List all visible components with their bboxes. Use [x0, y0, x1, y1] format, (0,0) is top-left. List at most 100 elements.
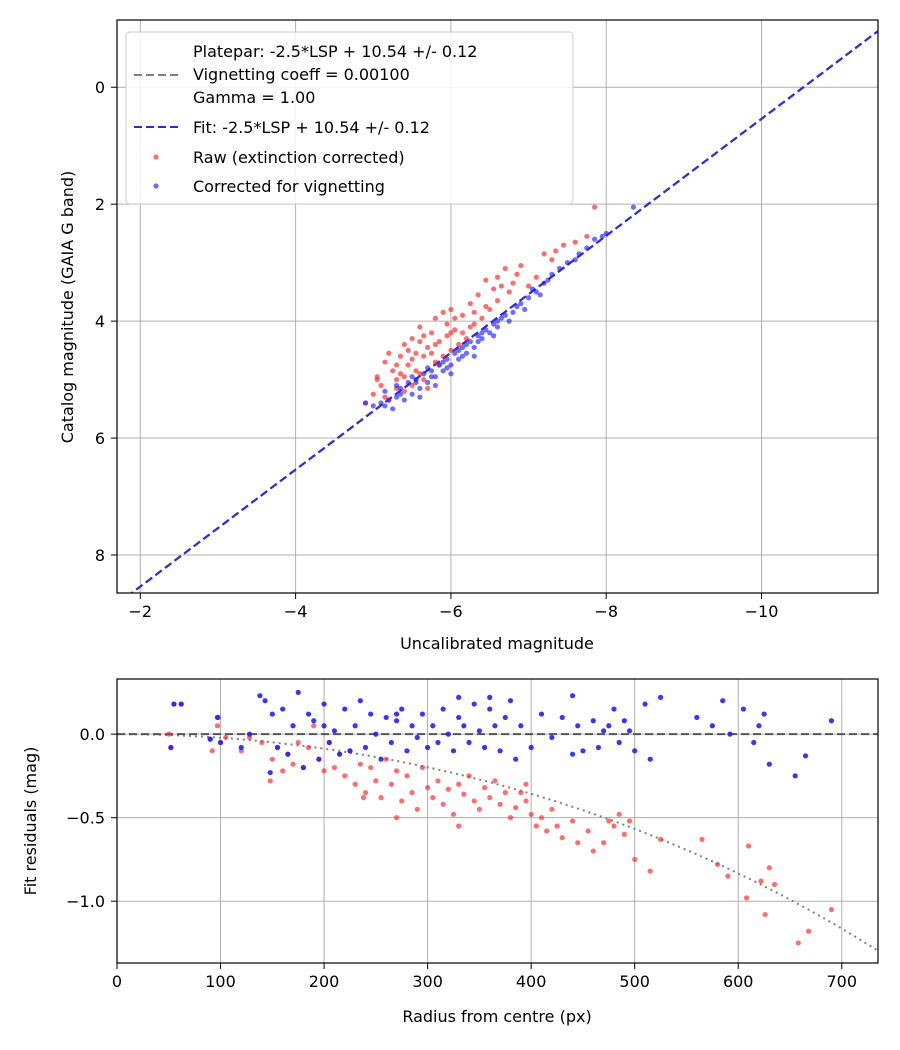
corrected-residual-point — [383, 714, 389, 721]
raw-point — [409, 356, 415, 362]
raw-point — [413, 368, 419, 374]
legend-vignetting-label: Vignetting coeff = 0.00100 — [193, 65, 410, 84]
raw-residual-point — [476, 806, 482, 812]
raw-residual-point — [399, 798, 405, 804]
top-y-tick-label: 2 — [95, 195, 105, 214]
corrected-residual-point — [569, 693, 576, 699]
bottom-chart: 0 100 200 300 400 500 600 700 0.0 −0.5 −1.0 Radius… — [21, 678, 879, 1026]
top-x-tick-label: −4 — [284, 602, 308, 621]
raw-residual-point — [269, 756, 275, 762]
raw-residual-point — [425, 784, 431, 791]
corrected-point — [522, 306, 528, 313]
corrected-point — [591, 236, 598, 242]
corrected-point — [557, 265, 563, 272]
corrected-residual-point — [347, 748, 353, 754]
raw-point — [475, 292, 481, 298]
corrected-residual-point — [342, 706, 348, 712]
raw-residual-point — [393, 815, 400, 821]
raw-residual-point — [419, 764, 426, 771]
corrected-point — [630, 204, 636, 210]
corrected-point — [541, 280, 547, 286]
raw-residual-point — [342, 773, 348, 779]
corrected-residual-point — [178, 701, 184, 707]
raw-point — [409, 382, 415, 389]
raw-point — [506, 289, 512, 295]
corrected-residual-point — [481, 744, 488, 751]
raw-residual-point — [513, 805, 519, 811]
corrected-residual-point — [300, 764, 306, 771]
corrected-residual-point — [388, 739, 394, 746]
corrected-point — [456, 356, 462, 362]
raw-residual-point — [743, 895, 750, 901]
corrected-residual-point — [285, 751, 291, 757]
top-y-tick-label: 6 — [95, 429, 105, 448]
top-x-axis-label: Uncalibrated magnitude — [400, 634, 594, 653]
bottom-reference-lines — [117, 733, 878, 952]
raw-point — [425, 385, 431, 391]
corrected-point — [393, 394, 400, 400]
corrected-residual-point — [590, 718, 596, 724]
raw-residual-point — [699, 836, 705, 842]
bottom-y-tick-label: −1.0 — [66, 892, 105, 911]
legend-box — [125, 31, 574, 205]
bottom-x-tick-label: 100 — [205, 972, 236, 991]
corrected-residual-point — [756, 723, 762, 729]
corrected-residual-point — [368, 711, 374, 717]
raw-residual-point — [456, 781, 462, 787]
top-ticks: −2 −4 −6 −8 −10 0 2 4 6 8 — [95, 78, 779, 621]
raw-point — [382, 394, 388, 400]
raw-point — [471, 309, 477, 315]
corrected-residual-point — [419, 711, 426, 717]
raw-residual-point — [507, 815, 514, 821]
raw-residual-point — [461, 791, 467, 797]
raw-point — [393, 362, 400, 368]
corrected-residual-point — [414, 734, 420, 741]
top-x-tick-label: −2 — [128, 602, 152, 621]
corrected-point — [378, 400, 384, 406]
raw-residual-point — [166, 731, 172, 737]
corrected-residual-point — [513, 756, 519, 762]
legend-raw-swatch — [153, 154, 159, 160]
raw-point — [432, 315, 438, 321]
raw-residual-point — [481, 784, 488, 791]
bottom-y-tick-label: −0.5 — [66, 809, 105, 828]
raw-point — [572, 239, 578, 245]
corrected-point — [401, 397, 407, 403]
corrected-point — [370, 403, 376, 409]
corrected-residual-point — [331, 728, 338, 734]
corrected-residual-point — [214, 714, 221, 721]
raw-point — [471, 321, 477, 327]
corrected-point — [397, 391, 404, 397]
corrected-residual-point — [487, 706, 493, 712]
raw-point — [463, 336, 470, 342]
corrected-residual-point — [740, 706, 747, 712]
corrected-point — [397, 385, 404, 391]
corrected-point — [362, 400, 369, 406]
corrected-residual-point — [580, 748, 586, 754]
corrected-residual-point — [409, 723, 415, 729]
corrected-point — [440, 368, 446, 374]
raw-point — [405, 347, 411, 353]
legend-gamma-label: Gamma = 1.00 — [193, 88, 315, 107]
corrected-point — [409, 374, 415, 380]
corrected-point — [494, 318, 501, 324]
raw-point — [413, 350, 419, 356]
raw-residual-point — [714, 861, 721, 868]
raw-point — [560, 242, 567, 248]
raw-residual-point — [657, 836, 664, 842]
corrected-point — [417, 394, 423, 400]
raw-residual-point — [331, 764, 338, 771]
legend-corrected-swatch — [153, 183, 159, 189]
corrected-point — [475, 338, 481, 345]
corrected-residual-point — [269, 711, 275, 717]
raw-residual-point — [559, 835, 565, 841]
raw-residual-point — [725, 873, 731, 879]
corrected-residual-point — [321, 723, 327, 729]
corrected-residual-point — [751, 739, 757, 746]
corrected-point — [479, 336, 485, 342]
corrected-residual-point — [727, 731, 733, 737]
corrected-residual-point — [709, 723, 715, 729]
raw-residual-point — [492, 778, 498, 784]
corrected-point — [603, 230, 609, 237]
raw-residual-point — [305, 744, 312, 751]
